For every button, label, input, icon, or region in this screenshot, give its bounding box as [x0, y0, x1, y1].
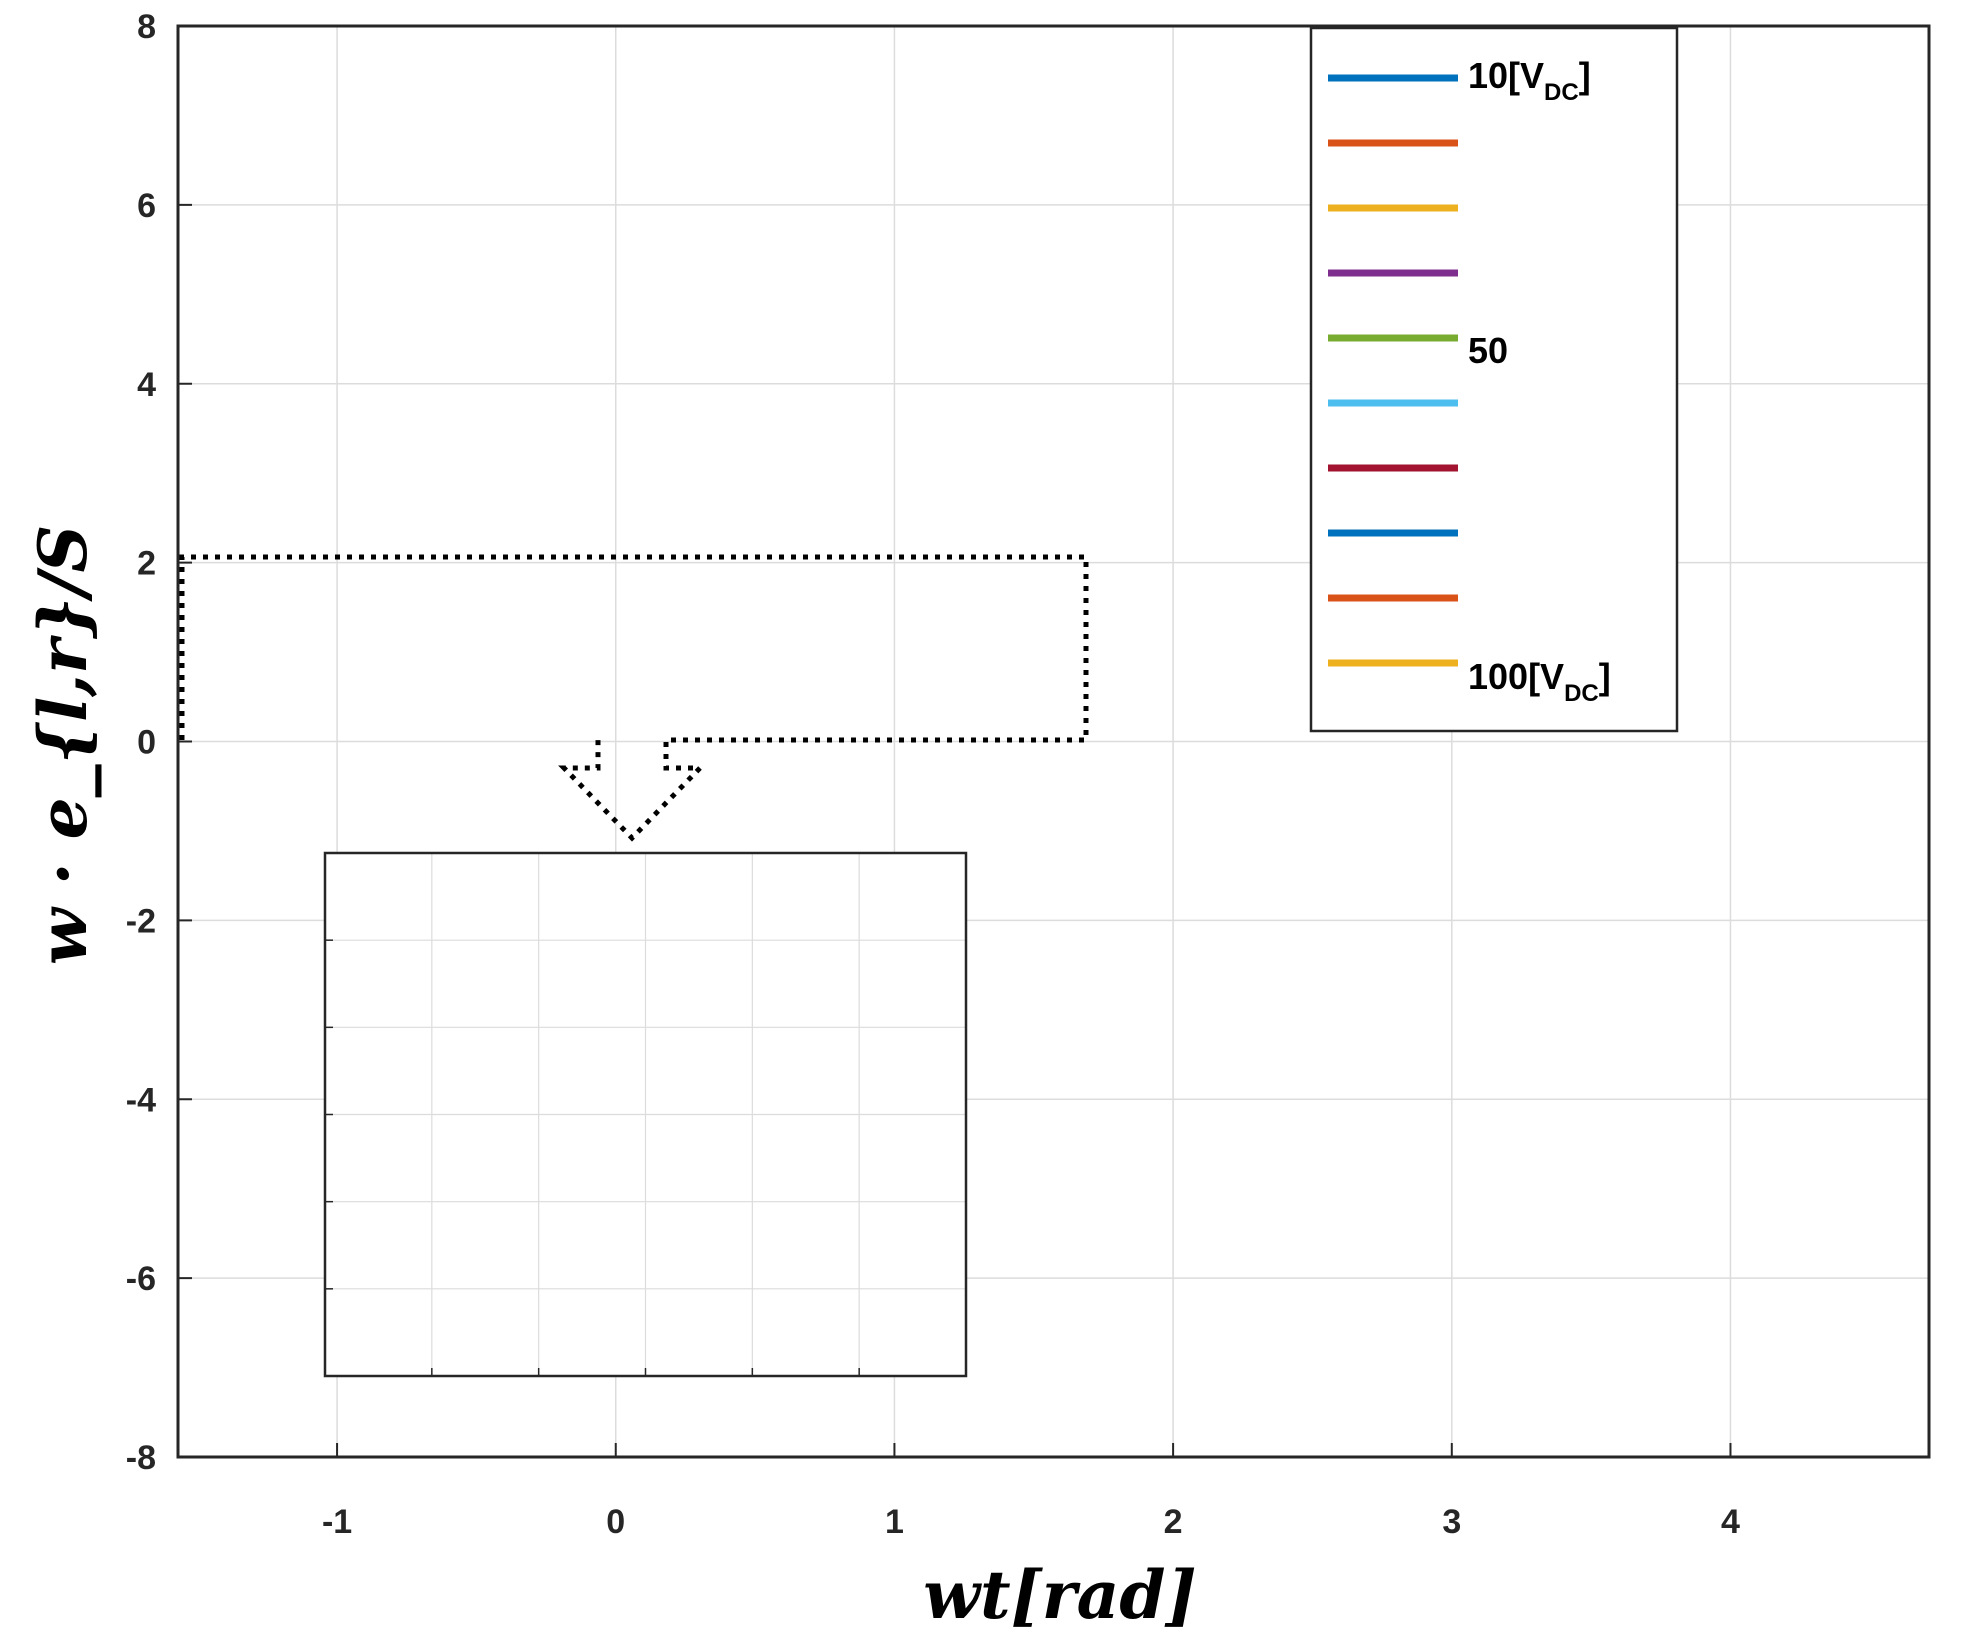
legend: 10[VDC] 50 100[VDC] — [1309, 26, 1679, 733]
x-tick-label: 4 — [1721, 1503, 1740, 1541]
legend-label-first: 10[VDC] — [1468, 55, 1591, 106]
x-tick-label: 3 — [1442, 1503, 1461, 1541]
y-tick-label: -4 — [126, 1081, 156, 1119]
zoom-region-marker — [179, 554, 1089, 842]
x-tick-labels: -1 0 1 2 3 4 — [322, 1503, 1740, 1541]
x-tick-label: 1 — [885, 1503, 904, 1541]
y-tick-label: -8 — [126, 1439, 156, 1477]
inset-plot — [323, 851, 968, 1378]
y-tick-label: 6 — [137, 187, 156, 225]
legend-label-last: 100[VDC] — [1468, 656, 1611, 707]
legend-lines — [1328, 74, 1458, 667]
y-tick-label: 2 — [137, 545, 156, 583]
inset-grid — [325, 853, 966, 1376]
y-tick-labels: -8 -6 -4 -2 0 2 4 6 8 — [126, 8, 156, 1477]
y-tick-label: 8 — [137, 8, 156, 46]
zoom-region-box — [179, 554, 1089, 842]
inset-frame — [323, 851, 968, 1378]
x-tick-label: -1 — [322, 1503, 352, 1541]
y-tick-label: -2 — [126, 902, 156, 940]
y-axis-label: w · e_{l,r}/S — [24, 525, 102, 965]
legend-box — [1309, 26, 1679, 733]
x-tick-label: 0 — [606, 1503, 625, 1541]
y-tick-label: 0 — [137, 724, 156, 762]
y-tick-label: -6 — [126, 1260, 156, 1298]
plot-frame — [176, 24, 1931, 1459]
legend-label-middle: 50 — [1468, 330, 1508, 371]
y-tick-label: 4 — [137, 366, 156, 404]
x-tick-label: 2 — [1164, 1503, 1183, 1541]
x-axis-label: wt[rad] — [923, 1556, 1196, 1634]
